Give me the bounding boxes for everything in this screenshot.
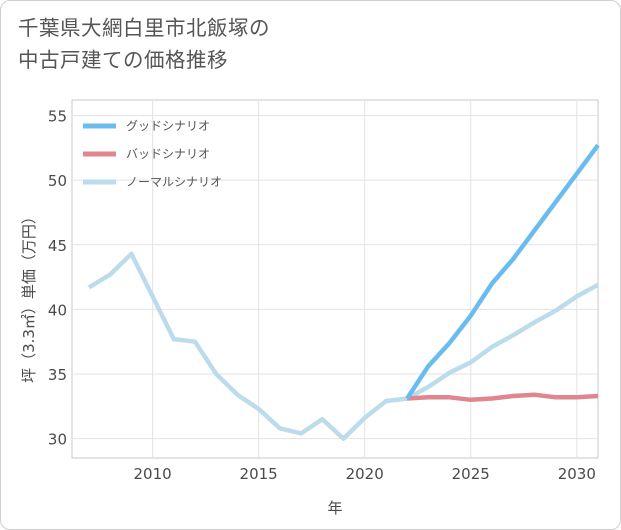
legend-label-3: ノーマルシナリオ — [126, 175, 222, 189]
legend-label-2: バッドシナリオ — [126, 147, 210, 161]
x-tick-label: 2025 — [452, 465, 490, 483]
x-tick-label: 2015 — [240, 465, 278, 483]
chart-title-line2: 中古戸建ての価格推移 — [18, 48, 228, 72]
x-axis-label: 年 — [327, 499, 342, 517]
y-tick-label: 40 — [48, 301, 67, 319]
y-tick-label: 50 — [48, 172, 67, 190]
plot-area-border — [71, 99, 599, 459]
y-tick-label: 55 — [48, 108, 67, 126]
x-tick-label: 2010 — [134, 465, 172, 483]
chart-title-line1: 千葉県大網白里市北飯塚の — [18, 16, 270, 40]
series-line-3 — [87, 251, 600, 441]
x-tick-label: 2020 — [346, 465, 384, 483]
y-tick-label: 30 — [48, 431, 67, 449]
series-line-1 — [405, 143, 600, 400]
series-lines — [87, 143, 600, 441]
tick-labels: 30 35 40 45 50 55 2010 2015 2020 2025 2030 — [48, 108, 596, 483]
chart-title: 千葉県大網白里市北飯塚の 中古戸建ての価格推移 — [18, 12, 578, 76]
y-tick-label: 35 — [48, 366, 67, 384]
series-line-2 — [406, 392, 599, 403]
legend-label-1: グッドシナリオ — [126, 119, 210, 133]
y-axis-label: 坪（3.3㎡）単価（万円） — [20, 209, 38, 383]
y-tick-label: 45 — [48, 237, 67, 255]
x-tick-label: 2030 — [558, 465, 596, 483]
